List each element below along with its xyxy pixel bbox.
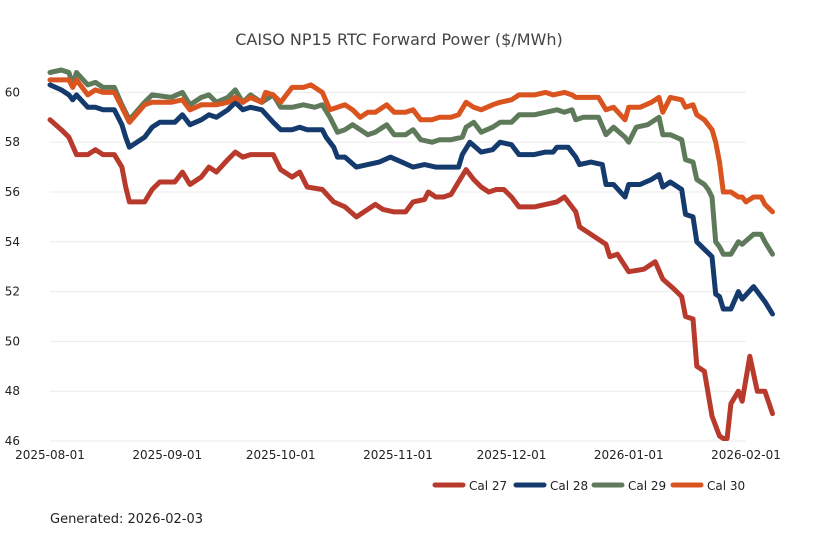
x-tick-label-2025-11-01: 2025-11-01	[363, 448, 433, 462]
y-tick-label-50: 50	[5, 334, 20, 348]
legend-label-cal-28: Cal 28	[550, 479, 588, 493]
generated-footnote: Generated: 2026-02-03	[50, 512, 204, 527]
y-tick-label-48: 48	[5, 384, 20, 398]
y-tick-label-54: 54	[5, 235, 20, 249]
chart-title: CAISO NP15 RTC Forward Power ($/MWh)	[235, 30, 563, 49]
series-line-cal-29	[47, 67, 775, 257]
y-tick-label-60: 60	[5, 85, 20, 99]
x-tick-label-2025-12-01: 2025-12-01	[477, 448, 547, 462]
series-line-cal-30	[47, 77, 775, 215]
x-tick-label-2025-10-01: 2025-10-01	[246, 448, 316, 462]
legend-label-cal-27: Cal 27	[469, 479, 507, 493]
y-tick-label-46: 46	[5, 434, 20, 448]
x-axis-ticks: 2025-08-01 2025-09-01 2025-10-01 2025-11-01…	[15, 448, 781, 462]
y-axis-ticks: 46 48 50 52 54 56 58 60	[5, 85, 20, 448]
gridlines	[50, 91, 746, 442]
x-tick-label-2025-08-01: 2025-08-01	[15, 448, 85, 462]
legend-label-cal-30: Cal 30	[707, 479, 745, 493]
y-tick-label-58: 58	[5, 135, 20, 149]
series-line-cal-28	[47, 82, 775, 317]
series-lines	[47, 67, 775, 441]
y-tick-label-56: 56	[5, 185, 20, 199]
legend-label-cal-29: Cal 29	[628, 479, 666, 493]
legend: Cal 27 Cal 28 Cal 29 Cal 30	[432, 479, 745, 493]
series-line-cal-27	[47, 117, 775, 441]
x-tick-label-2026-01-01: 2026-01-01	[594, 448, 664, 462]
y-tick-label-52: 52	[5, 285, 20, 299]
x-tick-label-2025-09-01: 2025-09-01	[132, 448, 202, 462]
x-tick-label-2026-02-01: 2026-02-01	[711, 448, 781, 462]
